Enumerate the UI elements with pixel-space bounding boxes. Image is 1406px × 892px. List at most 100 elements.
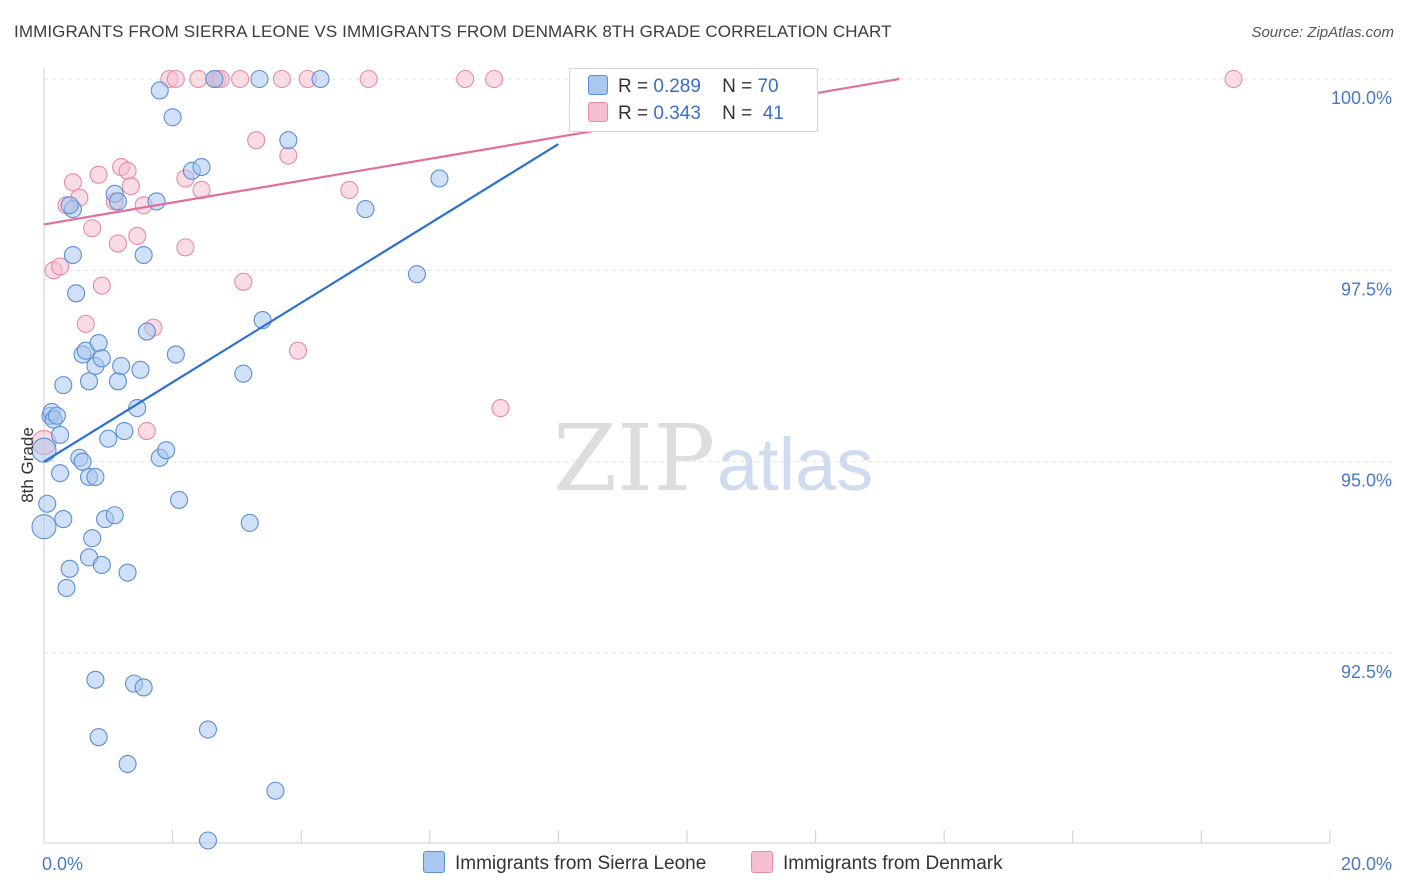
- sierra-leone-point: [108, 372, 127, 391]
- tick-labels: 92.5% 95.0% 97.5% 100.0% 0.0% 20.0%: [42, 88, 1392, 874]
- sierra-leone-point: [31, 437, 57, 463]
- sierra-leone-point: [205, 69, 224, 89]
- sierra-leone-point: [63, 245, 82, 265]
- sierra-leone-point: [73, 452, 92, 471]
- grid-lines: [44, 78, 1392, 654]
- sierra-leone-point: [51, 425, 70, 444]
- sierra-leone-point: [163, 108, 182, 127]
- sierra-leone-point: [67, 284, 86, 303]
- sierra-leone-point: [115, 422, 134, 441]
- sierra-leone-point: [99, 429, 118, 448]
- denmark-point: [121, 177, 140, 196]
- sierra-leone-point: [157, 441, 176, 460]
- denmark-point: [92, 276, 111, 295]
- denmark-point: [89, 165, 108, 184]
- sierra-leone-point: [89, 728, 108, 747]
- legend-r-label: R =: [618, 103, 649, 124]
- denmark-point: [247, 131, 266, 150]
- sierra-leone-point: [279, 131, 298, 150]
- denmark-point: [137, 422, 156, 441]
- sierra-leone-point: [108, 192, 127, 211]
- denmark-point: [118, 161, 137, 180]
- source-label: Source: ZipAtlas.com: [1251, 24, 1394, 41]
- sierra-leone-point: [240, 513, 259, 532]
- legend-item-denmark: Immigrants from Denmark: [751, 851, 1003, 877]
- sierra-leone-point: [86, 467, 105, 487]
- legend-swatch-blue: [588, 75, 608, 95]
- sierra-leone-point: [54, 376, 73, 395]
- denmark-point: [63, 173, 82, 192]
- sierra-leone-point: [166, 345, 185, 364]
- watermark-zip: ZIP: [553, 405, 715, 512]
- legend-n-value-pink: 41: [762, 103, 784, 124]
- sierra-leone-point: [60, 196, 79, 215]
- legend-n-label: N =: [722, 103, 753, 124]
- denmark-point: [189, 69, 208, 89]
- y-tick-label-3: 100.0%: [1331, 88, 1392, 108]
- denmark-point: [128, 226, 147, 245]
- sierra-leone-point: [92, 555, 111, 575]
- denmark-point: [1224, 69, 1243, 89]
- denmark-point: [340, 180, 359, 200]
- sierra-leone-point: [57, 578, 76, 597]
- legend-r-value-pink: 0.343: [653, 103, 701, 124]
- sierra-leone-point: [92, 349, 111, 368]
- legend-swatch-pink: [588, 102, 608, 122]
- watermark: ZIP atlas: [553, 405, 873, 512]
- y-axis-label: 8th Grade: [18, 427, 37, 503]
- sierra-leone-point: [266, 781, 285, 800]
- denmark-point: [231, 69, 250, 89]
- denmark-point: [83, 219, 102, 238]
- y-tick-label-0: 92.5%: [1341, 662, 1392, 682]
- sierra-leone-point: [311, 69, 330, 89]
- denmark-point: [76, 314, 95, 333]
- sierra-leone-point: [60, 559, 79, 578]
- sierra-leone-point: [234, 364, 253, 383]
- denmark-point: [51, 257, 70, 276]
- legend-r-label: R =: [618, 76, 649, 97]
- legend-row-denmark: R = 0.343 N = 41: [588, 102, 784, 126]
- sierra-leone-point: [356, 200, 375, 219]
- sierra-leone-point: [137, 322, 156, 341]
- x-tick-label-0: 0.0%: [42, 854, 83, 874]
- sierra-leone-point: [89, 333, 108, 353]
- denmark-point: [279, 146, 298, 165]
- sierra-leone-point: [105, 506, 124, 525]
- sierra-leone-point: [112, 356, 131, 376]
- sierra-leone-point: [198, 720, 218, 739]
- trend-line-sierra-leone: [43, 143, 559, 463]
- legend-r-value-blue: 0.289: [653, 76, 701, 97]
- sierra-leone-point: [430, 169, 449, 188]
- y-tick-label-1: 95.0%: [1341, 471, 1392, 491]
- sierra-leone-point: [79, 372, 99, 391]
- sierra-leone-point: [86, 670, 105, 689]
- legend-label-denmark: Immigrants from Denmark: [783, 853, 1003, 874]
- sierra-leone-point: [169, 490, 189, 509]
- sierra-leone-point: [150, 81, 169, 100]
- sierra-leone-point: [134, 245, 153, 265]
- legend-swatch-blue: [423, 851, 445, 873]
- sierra-leone-point: [38, 494, 57, 513]
- denmark-point: [456, 69, 475, 89]
- sierra-leone-point: [51, 464, 70, 483]
- sierra-leone-point: [198, 831, 218, 850]
- denmark-point: [485, 69, 504, 89]
- sierra-leone-point: [118, 754, 137, 774]
- sierra-leone-point: [407, 265, 426, 284]
- denmark-point: [272, 69, 291, 89]
- denmark-point: [359, 69, 378, 89]
- sierra-leone-point: [47, 406, 66, 425]
- series-sierra-leone-points: [31, 69, 449, 850]
- legend-n-value-blue: 70: [757, 76, 779, 97]
- denmark-point: [166, 69, 185, 89]
- sierra-leone-point: [31, 514, 57, 540]
- sierra-leone-point: [83, 529, 102, 548]
- denmark-point: [176, 238, 195, 257]
- legend-row-sierra-leone: R = 0.289 N = 70: [588, 75, 779, 99]
- sierra-leone-point: [192, 157, 211, 177]
- sierra-leone-point: [250, 69, 269, 89]
- denmark-point: [108, 234, 127, 253]
- legend-label-sierra-leone: Immigrants from Sierra Leone: [455, 853, 707, 874]
- sierra-leone-point: [54, 510, 73, 529]
